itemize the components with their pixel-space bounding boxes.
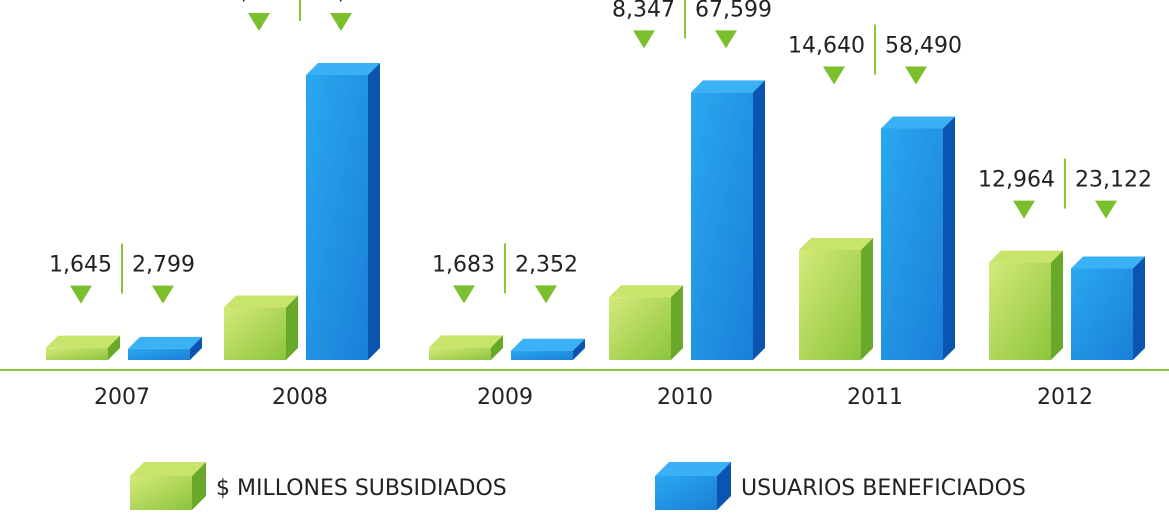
x-tick-label: 2007 <box>94 385 150 410</box>
pointer <box>248 13 270 31</box>
bar <box>881 128 943 360</box>
legend-side <box>717 462 731 510</box>
pointer <box>152 285 174 304</box>
bar-side <box>753 80 765 360</box>
bar-top <box>306 63 380 75</box>
pointer <box>453 285 475 304</box>
bar <box>1071 268 1133 360</box>
pointer <box>535 285 557 304</box>
x-tick-label: 2010 <box>657 385 713 410</box>
bar <box>224 307 286 360</box>
bar <box>799 250 861 360</box>
pointer <box>1013 200 1035 219</box>
bar-side <box>190 336 202 360</box>
bar <box>46 347 108 360</box>
x-tick-label: 2011 <box>847 385 903 410</box>
bar-side <box>491 335 503 360</box>
value-label: 8,347 <box>612 0 675 22</box>
pointer <box>905 66 927 85</box>
pointer <box>70 285 92 304</box>
bar-top <box>881 116 955 129</box>
value-label: 1,645 <box>49 253 112 278</box>
value-label: 6,990 <box>227 0 290 5</box>
value-label: 14,640 <box>788 33 865 58</box>
pointer <box>330 13 352 31</box>
bar-top <box>429 335 503 348</box>
value-label: 23,122 <box>1075 168 1152 193</box>
pointer <box>1095 200 1117 219</box>
bar-side <box>671 285 683 360</box>
bar <box>691 92 753 360</box>
bar-side <box>1051 250 1063 360</box>
legend-label: $ MILLONES SUBSIDIADOS <box>216 476 507 501</box>
legend-top <box>130 462 206 476</box>
bar-side <box>1133 256 1145 360</box>
bar-top <box>989 250 1063 263</box>
bar <box>989 262 1051 360</box>
value-label: 1,683 <box>432 252 495 277</box>
pointer <box>715 30 737 49</box>
pointer <box>633 30 655 49</box>
bar-top <box>511 338 585 351</box>
x-tick-label: 2012 <box>1037 385 1093 410</box>
bar-side <box>573 338 585 360</box>
bar-top <box>46 335 120 348</box>
legend-side <box>192 462 206 510</box>
bar <box>128 348 190 360</box>
bar-top <box>224 295 298 308</box>
value-label: 2,799 <box>132 253 195 278</box>
bar-side <box>108 335 120 360</box>
value-label: 72,000 <box>310 0 387 5</box>
legend-top <box>655 462 731 476</box>
bar <box>306 75 368 360</box>
bar-top <box>799 238 873 250</box>
bar-top <box>1071 256 1145 269</box>
bar-top <box>691 80 765 93</box>
legend-swatch <box>655 476 717 510</box>
bar-top <box>609 285 683 298</box>
x-tick-label: 2009 <box>477 385 533 410</box>
pointer <box>823 66 845 85</box>
value-label: 67,599 <box>695 0 772 22</box>
value-label: 58,490 <box>885 33 962 58</box>
legend-label: USUARIOS BENEFICIADOS <box>741 476 1026 501</box>
bar-side <box>368 63 380 360</box>
bar <box>609 297 671 360</box>
bar-side <box>861 238 873 360</box>
value-label: 12,964 <box>978 168 1055 193</box>
value-label: 2,352 <box>515 252 578 277</box>
bar <box>429 347 491 360</box>
bar <box>511 350 573 360</box>
x-tick-label: 2008 <box>272 385 328 410</box>
bar-side <box>286 295 298 360</box>
legend-swatch <box>130 476 192 510</box>
bar-side <box>943 116 955 360</box>
bar-top <box>128 336 202 349</box>
